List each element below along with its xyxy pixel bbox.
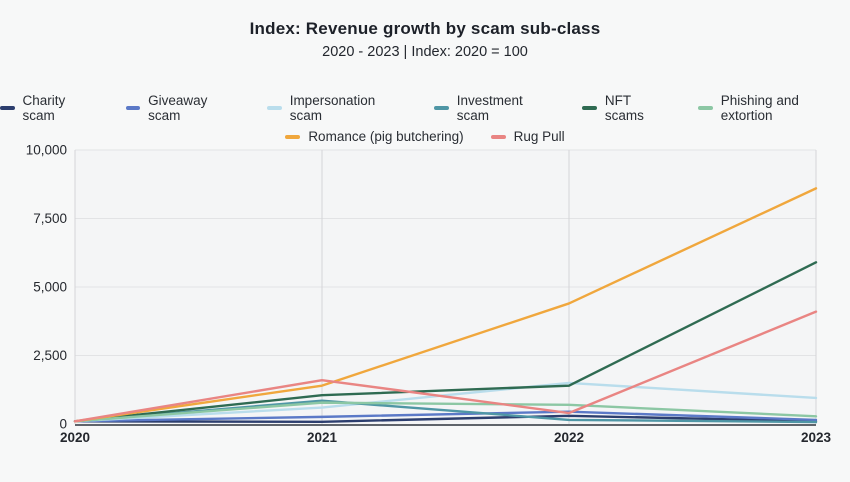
x-tick-label: 2022	[554, 430, 584, 445]
legend-label: Romance (pig butchering)	[308, 129, 464, 144]
y-tick-label: 7,500	[33, 211, 67, 226]
series-line	[73, 381, 818, 423]
y-tick-label: 0	[59, 417, 67, 432]
legend-swatch	[434, 106, 449, 110]
series-line	[73, 410, 818, 423]
legend-label: NFT scams	[604, 93, 644, 123]
legend-label: Phishing and extortion	[720, 93, 799, 123]
legend-item-impersonation-scam[interactable]: Impersonation scam	[267, 93, 407, 123]
legend-swatch	[582, 106, 597, 110]
x-tick-label: 2023	[801, 430, 832, 445]
legend-item-romance-pig-butchering[interactable]: Romance (pig butchering)	[285, 129, 464, 144]
legend-item-investment-scam[interactable]: Investment scam	[434, 93, 555, 123]
legend-swatch	[285, 134, 301, 139]
legend-item-rug-pull[interactable]: Rug Pull	[490, 129, 565, 144]
legend-item-phishing-and-extortion[interactable]: Phishing and extortion	[698, 93, 850, 123]
series-line	[73, 401, 818, 423]
legend-swatch	[490, 134, 506, 139]
legend-row-2: Romance (pig butchering) Rug Pull	[0, 129, 850, 144]
legend-label: Investment scam	[456, 93, 523, 123]
y-tick-label: 10,000	[26, 143, 67, 158]
series-line	[73, 187, 818, 423]
legend-label: Charity scam	[22, 93, 66, 123]
series-line	[73, 310, 818, 423]
legend-label: Impersonation scam	[289, 93, 376, 123]
series-line	[73, 414, 818, 424]
y-tick-label: 2,500	[33, 348, 67, 363]
y-tick-label: 5,000	[33, 280, 67, 295]
x-tick-label: 2020	[60, 430, 90, 445]
x-tick-label: 2021	[307, 430, 338, 445]
legend-label: Rug Pull	[513, 129, 565, 144]
chart-legend: Charity scam Giveaway scam Impersonation s…	[0, 93, 850, 150]
legend-item-charity-scam[interactable]: Charity scam	[0, 93, 99, 123]
chart-title: Index: Revenue growth by scam sub-class	[249, 19, 601, 38]
legend-label: Giveaway scam	[148, 93, 208, 123]
legend-swatch	[0, 106, 15, 110]
series-line	[73, 261, 818, 423]
legend-swatch	[267, 106, 282, 110]
legend-swatch	[698, 106, 713, 110]
legend-item-nft-scams[interactable]: NFT scams	[582, 93, 671, 123]
legend-item-giveaway-scam[interactable]: Giveaway scam	[125, 93, 241, 123]
chart-subtitle: 2020 - 2023 | Index: 2020 = 100	[322, 44, 528, 60]
legend-row-1: Charity scam Giveaway scam Impersonation s…	[0, 93, 850, 123]
legend-swatch	[125, 106, 141, 110]
